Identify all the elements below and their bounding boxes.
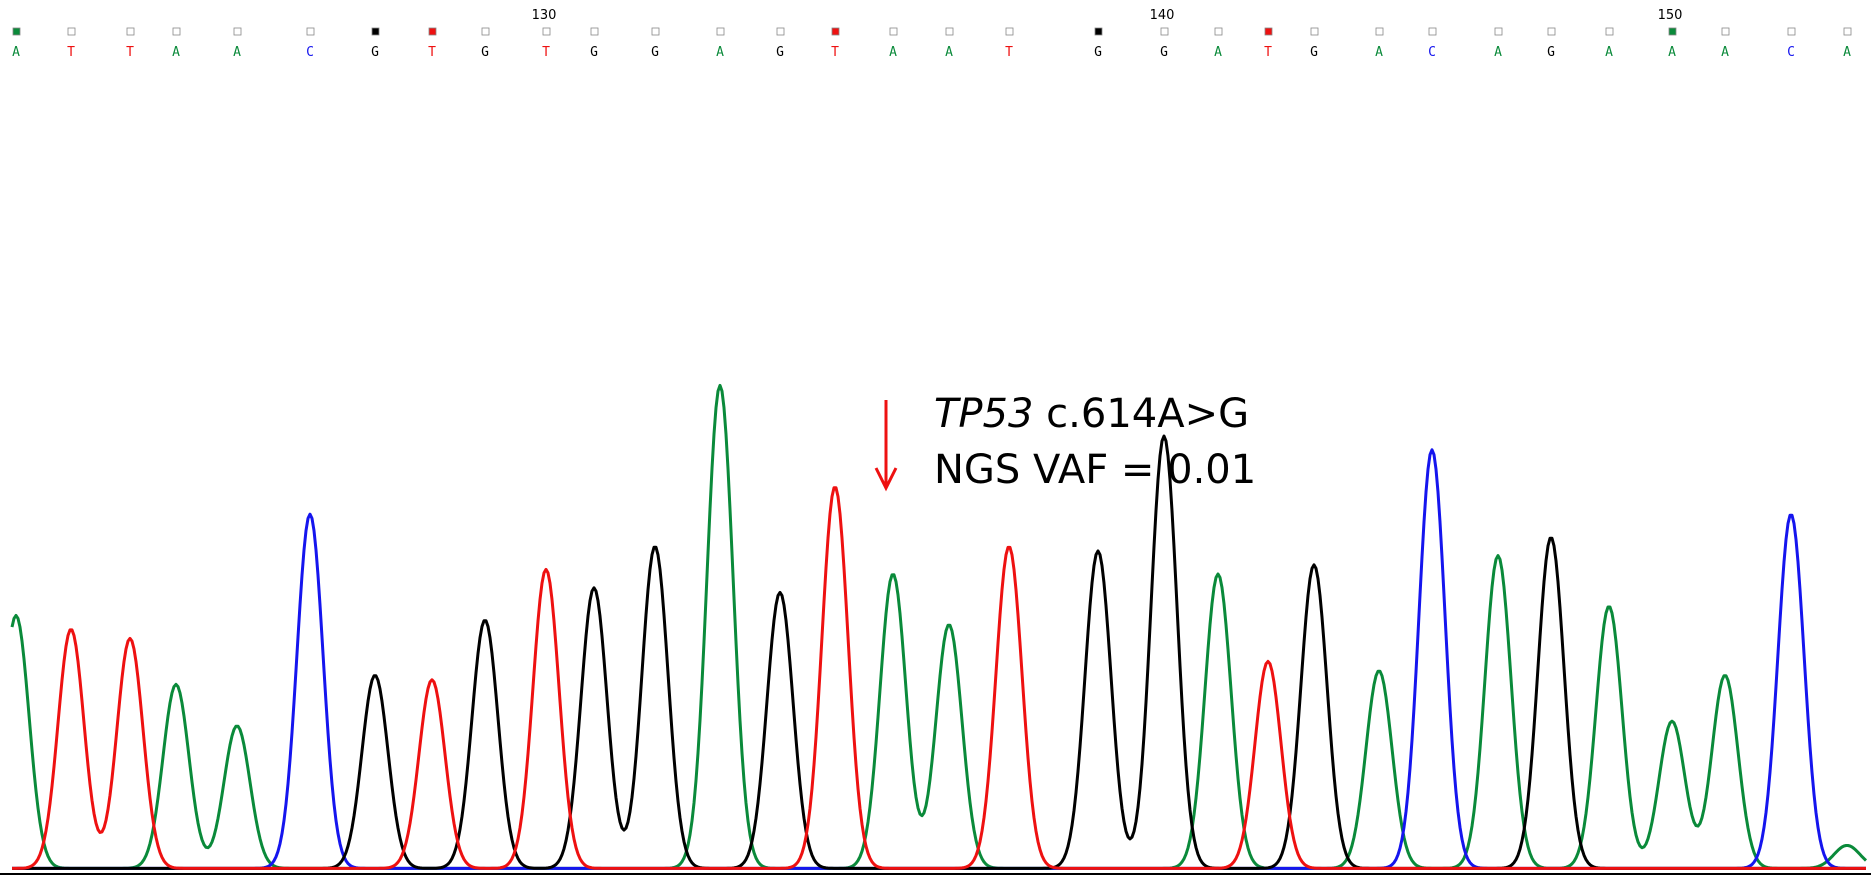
- base-call-A: A: [233, 45, 241, 60]
- quality-box: [233, 27, 242, 36]
- base-call-T: T: [1005, 45, 1013, 60]
- quality-box: [831, 27, 840, 36]
- quality-box: [945, 27, 954, 36]
- base-call-G: G: [651, 45, 659, 60]
- base-call-G: G: [590, 45, 598, 60]
- quality-box: [889, 27, 898, 36]
- base-call-G: G: [1160, 45, 1168, 60]
- quality-box: [716, 27, 725, 36]
- quality-box: [1428, 27, 1437, 36]
- base-call-G: G: [1310, 45, 1318, 60]
- base-call-A: A: [1494, 45, 1502, 60]
- trace-T: [12, 486, 1866, 870]
- base-call-G: G: [1547, 45, 1555, 60]
- base-call-T: T: [831, 45, 839, 60]
- quality-box: [651, 27, 660, 36]
- quality-box: [776, 27, 785, 36]
- quality-box: [306, 27, 315, 36]
- base-call-A: A: [945, 45, 953, 60]
- quality-box: [1160, 27, 1169, 36]
- base-call-T: T: [542, 45, 550, 60]
- base-call-A: A: [1668, 45, 1676, 60]
- quality-box: [12, 27, 21, 36]
- quality-box: [1214, 27, 1223, 36]
- quality-box: [67, 27, 76, 36]
- quality-box: [1494, 27, 1503, 36]
- quality-box: [1668, 27, 1677, 36]
- base-call-C: C: [1428, 45, 1436, 60]
- base-call-G: G: [776, 45, 784, 60]
- base-call-T: T: [67, 45, 75, 60]
- base-call-A: A: [1214, 45, 1222, 60]
- position-tick-label: 150: [1658, 8, 1683, 23]
- quality-box: [481, 27, 490, 36]
- base-call-A: A: [889, 45, 897, 60]
- quality-box: [1310, 27, 1319, 36]
- base-call-A: A: [1843, 45, 1851, 60]
- variant-line: TP53 c.614A>G: [934, 386, 1256, 442]
- base-call-C: C: [306, 45, 314, 60]
- base-call-A: A: [1721, 45, 1729, 60]
- base-call-G: G: [1094, 45, 1102, 60]
- quality-box: [1787, 27, 1796, 36]
- variant-name: c.614A>G: [1046, 391, 1250, 437]
- base-call-A: A: [716, 45, 724, 60]
- quality-box: [371, 27, 380, 36]
- trace-curves: [10, 383, 1868, 870]
- position-ticks: 130 140 150: [532, 8, 1683, 23]
- base-call-A: A: [172, 45, 180, 60]
- quality-box: [590, 27, 599, 36]
- variant-arrow-head: [874, 467, 898, 492]
- quality-box: [1843, 27, 1852, 36]
- quality-box: [1605, 27, 1614, 36]
- quality-box: [1547, 27, 1556, 36]
- quality-box: [1721, 27, 1730, 36]
- position-tick-label: 130: [532, 8, 557, 23]
- base-call-T: T: [428, 45, 436, 60]
- base-call-G: G: [371, 45, 379, 60]
- base-call-C: C: [1787, 45, 1795, 60]
- base-call-A: A: [1375, 45, 1383, 60]
- quality-box: [542, 27, 551, 36]
- quality-box: [1094, 27, 1103, 36]
- base-call-A: A: [1605, 45, 1613, 60]
- quality-box: [172, 27, 181, 36]
- base-call-T: T: [1264, 45, 1272, 60]
- base-call-T: T: [126, 45, 134, 60]
- base-call-G: G: [481, 45, 489, 60]
- position-tick-label: 140: [1150, 8, 1175, 23]
- vaf-line: NGS VAF = 0.01: [934, 447, 1257, 493]
- quality-box: [126, 27, 135, 36]
- quality-box: [1375, 27, 1384, 36]
- base-call-A: A: [12, 45, 20, 60]
- gene-name: TP53: [934, 391, 1034, 437]
- variant-annotation: TP53 c.614A>G NGS VAF = 0.01: [934, 386, 1256, 498]
- quality-box: [1264, 27, 1273, 36]
- quality-box: [1005, 27, 1014, 36]
- quality-box: [428, 27, 437, 36]
